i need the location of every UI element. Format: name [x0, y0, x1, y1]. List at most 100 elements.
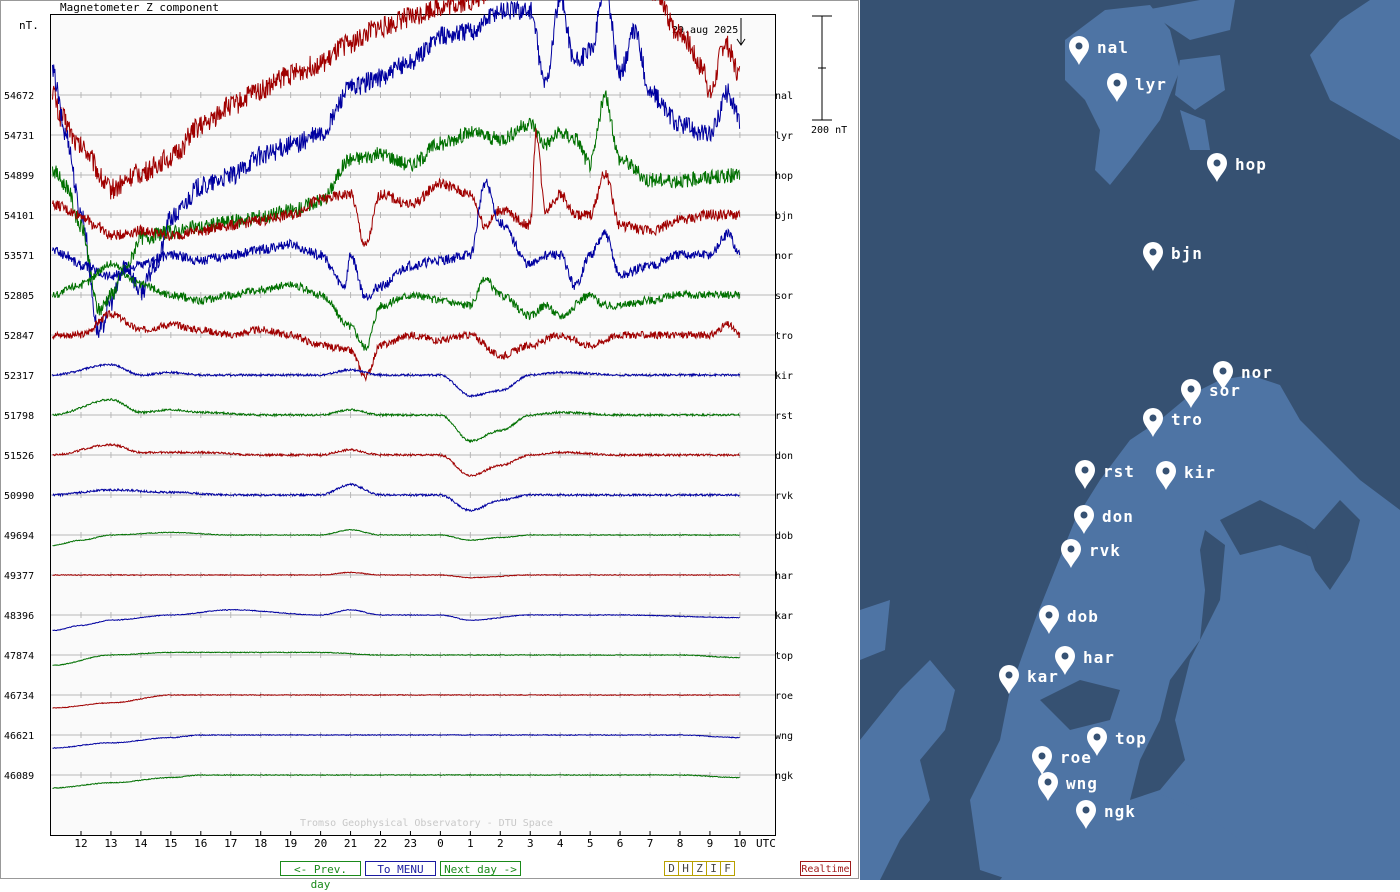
map-pin-hole [1187, 385, 1195, 393]
next-day-button[interactable]: Next day -> [440, 861, 521, 876]
baseline-value-rst: 51798 [4, 411, 34, 422]
map-label-kar: kar [1027, 667, 1059, 686]
map-label-bjn: bjn [1171, 244, 1203, 263]
baseline-value-kir: 52317 [4, 371, 34, 382]
component-f-button[interactable]: F [724, 862, 731, 875]
station-label-kir: kir [775, 371, 793, 382]
map-label-har: har [1083, 648, 1115, 667]
map-pin-icon [1107, 73, 1127, 102]
map-label-ngk: ngk [1104, 802, 1136, 821]
map-label-rvk: rvk [1089, 541, 1121, 560]
x-ticks: 12 13 14 15 16 17 18 19 20 21 22 23 0 1 2 3 4 5 6 7 8 9 10 [74, 831, 747, 850]
map-marker-dob[interactable]: dob [1039, 605, 1099, 634]
series-line-sor [52, 260, 741, 352]
map-pin-icon [1213, 361, 1233, 390]
x-tick-label: 6 [617, 837, 624, 850]
station-label-kar: kar [775, 611, 793, 622]
station-label-nor: nor [775, 251, 793, 262]
map-marker-har[interactable]: har [1055, 646, 1115, 675]
scale-bar [812, 15, 832, 121]
to-menu-button[interactable]: To MENU [365, 861, 436, 876]
map-pin-icon [1075, 460, 1095, 489]
map-pin-icon [999, 665, 1019, 694]
x-tick-label: 9 [707, 837, 714, 850]
realtime-button[interactable]: Realtime [800, 861, 851, 876]
map-pin-hole [1081, 466, 1089, 474]
map-pin-icon [1181, 379, 1201, 408]
series-line-nor [52, 178, 741, 301]
component-z-button[interactable]: Z [693, 862, 707, 875]
map-label-don: don [1102, 507, 1134, 526]
x-tick-label: 1 [467, 837, 474, 850]
map-label-rst: rst [1103, 462, 1135, 481]
map-marker-roe[interactable]: roe [1032, 746, 1092, 775]
station-label-nal: nal [775, 91, 793, 102]
baseline-value-top: 47874 [4, 651, 34, 662]
map-marker-don[interactable]: don [1074, 505, 1134, 534]
y-unit-label: nT. [19, 19, 39, 32]
map-label-nal: nal [1097, 38, 1129, 57]
station-label-dob: dob [775, 531, 793, 542]
station-label-roe: roe [775, 691, 793, 702]
map-pin-hole [1113, 79, 1121, 87]
map-pin-hole [1149, 414, 1157, 422]
magnetogram-chart: Magnetometer Z component nT. 29.aug 2025… [0, 0, 859, 879]
map-pin-hole [1219, 367, 1227, 375]
x-tick-label: 23 [404, 837, 417, 850]
x-tick-label: 15 [164, 837, 177, 850]
map-marker-lyr[interactable]: lyr [1107, 73, 1167, 102]
map-marker-hop[interactable]: hop [1207, 153, 1267, 182]
x-tick-label: 13 [104, 837, 117, 850]
baseline-value-tro: 52847 [4, 331, 34, 342]
map-pin-hole [1213, 159, 1221, 167]
map-marker-tro[interactable]: tro [1143, 408, 1203, 437]
map-marker-rvk[interactable]: rvk [1061, 539, 1121, 568]
map-pin-hole [1005, 671, 1013, 679]
x-tick-label: 2 [497, 837, 504, 850]
station-label-lyr: lyr [775, 131, 793, 142]
x-tick-label: 7 [647, 837, 654, 850]
map-marker-top[interactable]: top [1087, 727, 1147, 756]
map-label-lyr: lyr [1135, 75, 1167, 94]
map-marker-wng[interactable]: wng [1038, 772, 1098, 801]
series-line-bjn [52, 128, 741, 247]
map-marker-kir[interactable]: kir [1156, 461, 1216, 490]
baseline-value-nor: 53571 [4, 251, 34, 262]
x-axis-label: UTC [756, 837, 776, 850]
map-marker-nor[interactable]: nor [1213, 361, 1273, 390]
map-label-nor: nor [1241, 363, 1273, 382]
baseline-value-hop: 54899 [4, 171, 34, 182]
series-line-don [52, 442, 740, 477]
map-pin-icon [1074, 505, 1094, 534]
map-marker-nal[interactable]: nal [1069, 36, 1129, 65]
component-d-button[interactable]: D [665, 862, 679, 875]
x-tick-label: 18 [254, 837, 267, 850]
component-i-button[interactable]: I [707, 862, 721, 875]
map-pin-hole [1149, 248, 1157, 256]
x-tick-label: 12 [74, 837, 87, 850]
baseline-value-kar: 48396 [4, 611, 34, 622]
component-h-button[interactable]: H [679, 862, 693, 875]
map-pin-hole [1067, 545, 1075, 553]
date-label: 29.aug 2025 [672, 25, 738, 36]
map-pin-icon [1055, 646, 1075, 675]
map-pin-icon [1143, 242, 1163, 271]
station-labels: 54672 nal 54731 lyr 54899 hop 54101 bjn 53571 nor… [4, 91, 793, 782]
series-line-lyr [52, 0, 741, 338]
map-pin-icon [1038, 772, 1058, 801]
map-marker-kar[interactable]: kar [999, 665, 1059, 694]
station-label-tro: tro [775, 331, 793, 342]
map-marker-ngk[interactable]: ngk [1076, 800, 1136, 829]
series-line-wng [52, 733, 740, 749]
map-pin-hole [1044, 778, 1052, 786]
map-pin-hole [1082, 806, 1090, 814]
x-tick-label: 3 [527, 837, 534, 850]
map-pin-hole [1080, 511, 1088, 519]
map-label-tro: tro [1171, 410, 1203, 429]
map-marker-sor[interactable]: sor [1181, 379, 1241, 408]
map-marker-rst[interactable]: rst [1075, 460, 1135, 489]
map-marker-bjn[interactable]: bjn [1143, 242, 1203, 271]
prev-day-button[interactable]: <- Prev. day [280, 861, 361, 891]
x-tick-label: 10 [733, 837, 746, 850]
